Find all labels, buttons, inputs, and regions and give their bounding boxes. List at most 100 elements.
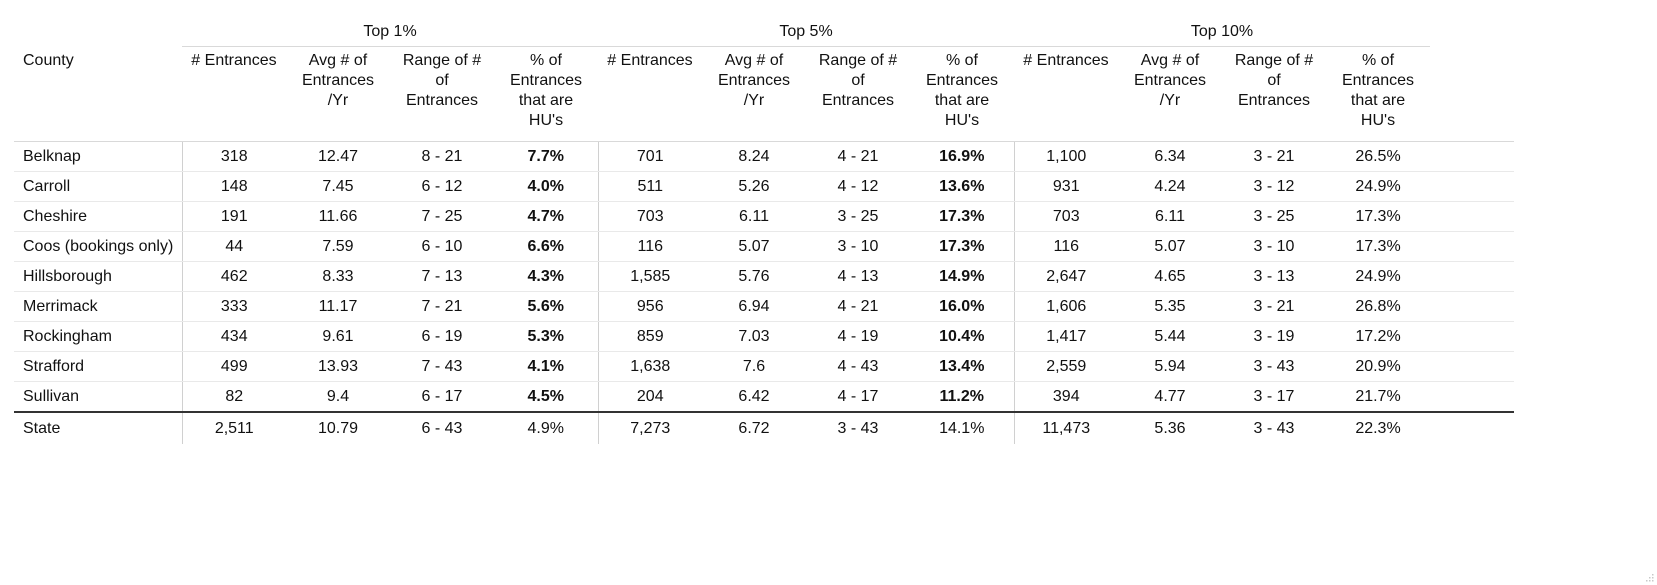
top1-range-cell: 6 - 43 [390, 411, 494, 444]
top1-avg-cell: 10.79 [286, 411, 390, 444]
top5-entrances-cell: 703 [597, 201, 702, 232]
top10-avg-cell: 5.94 [1118, 351, 1222, 382]
top5-range-cell: 4 - 21 [806, 141, 910, 172]
top1-range-cell: 8 - 21 [390, 141, 494, 172]
top1-pct-cell: 4.3% [494, 261, 598, 292]
top1-entrances-cell: 318 [181, 141, 286, 172]
top5-pct-cell: 14.1% [910, 411, 1014, 444]
top5-pct-cell: 10.4% [910, 321, 1014, 352]
top5-entrances-cell: 7,273 [597, 411, 702, 444]
top10-avg-cell: 6.11 [1118, 201, 1222, 232]
top10-range-cell: 3 - 19 [1222, 321, 1326, 352]
top10-pct-header: % of Entrances that are HU's [1326, 46, 1431, 142]
top10-avg-cell: 6.34 [1118, 141, 1222, 172]
top1-entrances-cell: 44 [181, 231, 286, 262]
county-cell: Rockingham [14, 321, 182, 352]
column-header-row: County # Entrances Avg # of Entrances /Y… [14, 46, 1515, 142]
top1-range-cell: 7 - 21 [390, 291, 494, 322]
top1-range-cell: 7 - 13 [390, 261, 494, 292]
top5-range-cell: 4 - 13 [806, 261, 910, 292]
top10-range-cell: 3 - 43 [1222, 351, 1326, 382]
top5-entrances-cell: 956 [597, 291, 702, 322]
top10-range-cell: 3 - 21 [1222, 141, 1326, 172]
top1-entrances-cell: 82 [181, 381, 286, 413]
top1-range-cell: 6 - 10 [390, 231, 494, 262]
top5-avg-cell: 5.76 [702, 261, 806, 292]
top5-entrances-cell: 116 [597, 231, 702, 262]
county-cell: State [14, 411, 182, 444]
county-cell: Merrimack [14, 291, 182, 322]
top10-entrances-cell: 2,559 [1013, 351, 1118, 382]
group-header-row: Top 1% Top 5% Top 10% [14, 18, 1514, 47]
county-cell: Carroll [14, 171, 182, 202]
top1-avg-header: Avg # of Entrances /Yr [286, 46, 390, 142]
top10-entrances-cell: 116 [1013, 231, 1118, 262]
top1-range-cell: 6 - 17 [390, 381, 494, 413]
top10-entrances-header: # Entrances [1014, 46, 1118, 142]
top1-pct-cell: 4.5% [494, 381, 598, 413]
top1-pct-cell: 4.1% [494, 351, 598, 382]
top5-range-cell: 4 - 19 [806, 321, 910, 352]
top1-avg-cell: 11.66 [286, 201, 390, 232]
top10-entrances-cell: 1,606 [1013, 291, 1118, 322]
top5-range-cell: 4 - 12 [806, 171, 910, 202]
top5-entrances-cell: 511 [597, 171, 702, 202]
top10-range-cell: 3 - 13 [1222, 261, 1326, 292]
top1-pct-cell: 6.6% [494, 231, 598, 262]
top10-avg-cell: 4.65 [1118, 261, 1222, 292]
top10-pct-cell: 24.9% [1326, 171, 1431, 202]
county-header: County [14, 46, 182, 142]
top10-entrances-cell: 1,100 [1013, 141, 1118, 172]
top1-entrances-cell: 2,511 [181, 411, 286, 444]
top10-entrances-cell: 11,473 [1013, 411, 1118, 444]
table-row: Rockingham 434 9.61 6 - 19 5.3% 859 7.03… [14, 321, 1515, 352]
top1-avg-cell: 7.59 [286, 231, 390, 262]
top10-avg-cell: 4.24 [1118, 171, 1222, 202]
top5-range-cell: 4 - 43 [806, 351, 910, 382]
top5-pct-cell: 13.6% [910, 171, 1014, 202]
top5-range-cell: 3 - 25 [806, 201, 910, 232]
county-cell: Coos (bookings only) [14, 231, 182, 262]
top5-pct-cell: 14.9% [910, 261, 1014, 292]
top10-range-cell: 3 - 10 [1222, 231, 1326, 262]
top5-entrances-cell: 1,638 [597, 351, 702, 382]
top5-range-cell: 3 - 10 [806, 231, 910, 262]
top10-range-cell: 3 - 17 [1222, 381, 1326, 413]
county-cell: Strafford [14, 351, 182, 382]
top1-pct-cell: 7.7% [494, 141, 598, 172]
top10-range-cell: 3 - 12 [1222, 171, 1326, 202]
top5-avg-cell: 6.42 [702, 381, 806, 413]
top10-entrances-cell: 394 [1013, 381, 1118, 413]
top1-entrances-cell: 434 [181, 321, 286, 352]
top5-entrances-cell: 204 [597, 381, 702, 413]
top1-range-cell: 6 - 19 [390, 321, 494, 352]
top1-range-cell: 6 - 12 [390, 171, 494, 202]
county-cell: Belknap [14, 141, 182, 172]
table-row: Hillsborough 462 8.33 7 - 13 4.3% 1,585 … [14, 261, 1515, 292]
table-row: Coos (bookings only) 44 7.59 6 - 10 6.6%… [14, 231, 1515, 262]
state-total-row: State 2,511 10.79 6 - 43 4.9% 7,273 6.72… [14, 411, 1515, 444]
top5-avg-cell: 6.72 [702, 411, 806, 444]
top1-pct-cell: 4.0% [494, 171, 598, 202]
top5-pct-header: % of Entrances that are HU's [910, 46, 1014, 142]
top1-avg-cell: 8.33 [286, 261, 390, 292]
top5-avg-cell: 7.6 [702, 351, 806, 382]
top5-pct-cell: 16.9% [910, 141, 1014, 172]
top1-entrances-cell: 148 [181, 171, 286, 202]
top10-entrances-cell: 931 [1013, 171, 1118, 202]
top1-entrances-cell: 462 [181, 261, 286, 292]
top10-pct-cell: 21.7% [1326, 381, 1431, 413]
top1-entrances-cell: 499 [181, 351, 286, 382]
resize-grip-icon[interactable] [1644, 572, 1654, 582]
group-header-blank [14, 18, 182, 47]
top1-entrances-cell: 333 [181, 291, 286, 322]
top1-avg-cell: 13.93 [286, 351, 390, 382]
top5-entrances-cell: 1,585 [597, 261, 702, 292]
top10-range-cell: 3 - 21 [1222, 291, 1326, 322]
top10-range-cell: 3 - 25 [1222, 201, 1326, 232]
table-row: Merrimack 333 11.17 7 - 21 5.6% 956 6.94… [14, 291, 1515, 322]
top5-avg-cell: 6.94 [702, 291, 806, 322]
top10-avg-cell: 4.77 [1118, 381, 1222, 413]
top10-entrances-cell: 703 [1013, 201, 1118, 232]
top1-entrances-header: # Entrances [182, 46, 286, 142]
